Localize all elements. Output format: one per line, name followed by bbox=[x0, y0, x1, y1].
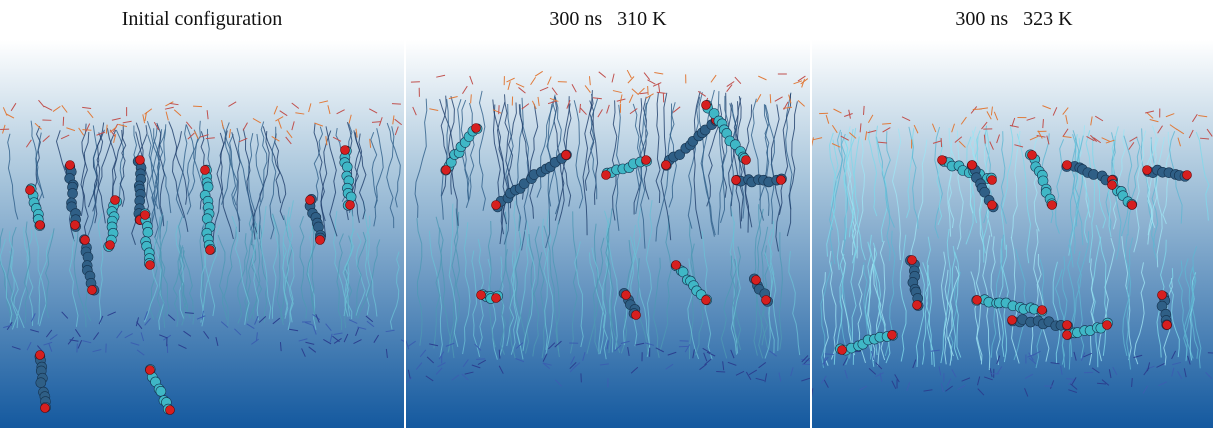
oxygen bbox=[201, 166, 210, 175]
oxygen bbox=[702, 101, 711, 110]
oxygen bbox=[26, 186, 35, 195]
panel: 300 ns 310 K bbox=[406, 0, 810, 428]
oxygen bbox=[1158, 291, 1167, 300]
oxygen bbox=[146, 366, 155, 375]
head-group bbox=[1208, 353, 1213, 354]
snapshot bbox=[0, 40, 404, 428]
panel: 300 ns 323 K bbox=[812, 0, 1213, 428]
oxygen bbox=[702, 296, 711, 305]
oxygen bbox=[1028, 151, 1037, 160]
oxygen bbox=[41, 404, 50, 413]
oxygen bbox=[346, 201, 355, 210]
panel-title: 300 ns 310 K bbox=[406, 8, 810, 31]
oxygen bbox=[742, 156, 751, 165]
head-group bbox=[499, 350, 500, 359]
oxygen bbox=[562, 151, 571, 160]
oxygen bbox=[838, 346, 847, 355]
oxygen bbox=[1108, 181, 1117, 190]
figure: Initial configuration 300 ns 310 K 300 n… bbox=[0, 0, 1213, 428]
atom bbox=[36, 378, 46, 388]
head-group bbox=[185, 313, 194, 314]
oxygen bbox=[106, 241, 115, 250]
oxygen bbox=[492, 294, 501, 303]
oxygen bbox=[1048, 201, 1057, 210]
oxygen bbox=[968, 161, 977, 170]
oxygen bbox=[36, 221, 45, 230]
oxygen bbox=[913, 301, 922, 310]
oxygen bbox=[316, 236, 325, 245]
oxygen bbox=[622, 291, 631, 300]
atom bbox=[1089, 169, 1099, 179]
oxygen bbox=[88, 286, 97, 295]
oxygen bbox=[973, 296, 982, 305]
oxygen bbox=[477, 291, 486, 300]
oxygen bbox=[938, 156, 947, 165]
oxygen bbox=[602, 171, 611, 180]
oxygen bbox=[306, 196, 315, 205]
oxygen bbox=[752, 276, 761, 285]
oxygen bbox=[1128, 201, 1137, 210]
panel: Initial configuration bbox=[0, 0, 404, 428]
oxygen bbox=[141, 211, 150, 220]
head-group bbox=[882, 123, 891, 124]
oxygen bbox=[146, 261, 155, 270]
snapshot bbox=[406, 40, 810, 428]
oxygen bbox=[442, 166, 451, 175]
oxygen bbox=[1063, 331, 1072, 340]
head-group bbox=[648, 86, 649, 95]
panel-title: Initial configuration bbox=[0, 8, 404, 31]
head-group bbox=[193, 106, 202, 107]
head-group bbox=[825, 354, 834, 355]
oxygen bbox=[111, 196, 120, 205]
head-group bbox=[471, 94, 472, 103]
atom bbox=[68, 188, 78, 198]
oxygen bbox=[1163, 321, 1172, 330]
oxygen bbox=[1008, 316, 1017, 325]
oxygen bbox=[632, 311, 641, 320]
oxygen bbox=[472, 124, 481, 133]
oxygen bbox=[888, 331, 897, 340]
atom bbox=[156, 386, 166, 396]
oxygen bbox=[1103, 321, 1112, 330]
oxygen bbox=[777, 176, 786, 185]
oxygen bbox=[988, 201, 997, 210]
oxygen bbox=[341, 146, 350, 155]
oxygen bbox=[1183, 171, 1192, 180]
oxygen bbox=[136, 156, 145, 165]
oxygen bbox=[1038, 306, 1047, 315]
head-group bbox=[1043, 119, 1044, 128]
oxygen bbox=[762, 296, 771, 305]
head-group bbox=[973, 109, 982, 110]
oxygen bbox=[492, 201, 501, 210]
head-group bbox=[280, 342, 281, 351]
oxygen bbox=[166, 406, 175, 415]
oxygen bbox=[1143, 166, 1152, 175]
head-group bbox=[864, 106, 865, 115]
oxygen bbox=[206, 246, 215, 255]
oxygen bbox=[672, 261, 681, 270]
oxygen bbox=[988, 176, 997, 185]
snapshot bbox=[812, 40, 1213, 428]
head-group bbox=[1132, 378, 1133, 387]
oxygen bbox=[642, 156, 651, 165]
head-group bbox=[392, 104, 401, 105]
oxygen bbox=[908, 256, 917, 265]
oxygen bbox=[1063, 161, 1072, 170]
oxygen bbox=[732, 176, 741, 185]
oxygen bbox=[662, 161, 671, 170]
oxygen bbox=[1063, 321, 1072, 330]
oxygen bbox=[66, 161, 75, 170]
oxygen bbox=[71, 221, 80, 230]
oxygen bbox=[36, 351, 45, 360]
head-group bbox=[716, 371, 725, 372]
head-group bbox=[476, 359, 485, 360]
atom bbox=[143, 227, 153, 237]
oxygen bbox=[81, 236, 90, 245]
head-group bbox=[770, 94, 771, 103]
panel-title: 300 ns 323 K bbox=[812, 8, 1213, 31]
atom bbox=[342, 162, 352, 172]
